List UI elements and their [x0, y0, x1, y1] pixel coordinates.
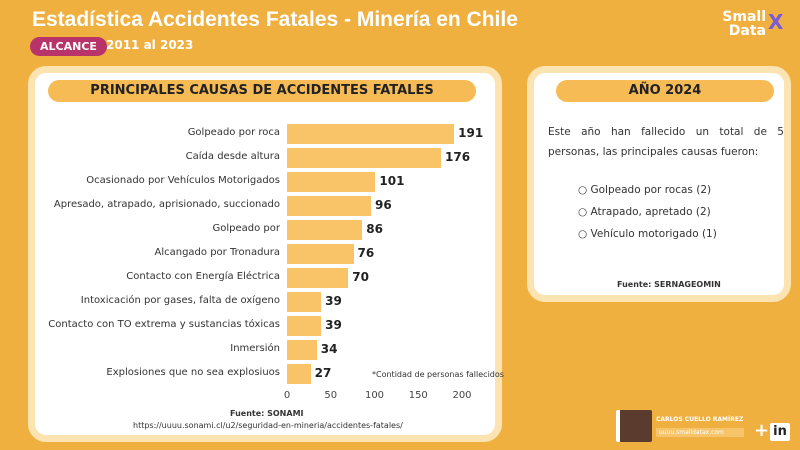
- list-item: ○ Atrapado, apretado (2): [578, 206, 711, 218]
- logo-text-2: Data: [728, 23, 766, 39]
- chart-note: *Contidad de personas fallecidos: [372, 370, 504, 379]
- data-label: 27: [314, 366, 332, 380]
- category-label: Caída desde altura: [185, 151, 280, 162]
- side-source: Fuente: SERNAGEOMIN: [617, 280, 721, 289]
- category-label: Contacto con TO extrema y sustancias tóx…: [48, 319, 280, 330]
- category-label: Alcangado por Tronadura: [154, 247, 281, 258]
- side-text: Este año han fallecido un total de 5 per…: [548, 126, 784, 158]
- data-label: 34: [320, 342, 338, 356]
- data-label: 70: [352, 270, 369, 284]
- data-label: 101: [379, 174, 405, 188]
- category-label: Ocasionado por Vehículos Motorigados: [86, 175, 280, 186]
- category-label: Golpeado por: [212, 223, 281, 234]
- bar: [287, 268, 349, 288]
- logo-text-1: Small: [722, 9, 766, 25]
- page-title: Estadística Accidentes Fatales - Minería…: [32, 8, 518, 31]
- logo-x-icon: X: [768, 10, 784, 34]
- list-item: ○ Vehículo motorigado (1): [578, 228, 717, 240]
- x-tick-label: 100: [364, 390, 385, 401]
- side-title: AÑO 2024: [556, 80, 774, 102]
- bar: [287, 316, 322, 336]
- category-label: Golpeado por roca: [187, 127, 280, 138]
- bar: [287, 292, 322, 312]
- bar: [287, 196, 371, 216]
- bar: [287, 364, 311, 384]
- side-panel: [527, 66, 791, 302]
- bar: [287, 244, 354, 264]
- author-photo: [616, 410, 652, 442]
- chart-source: Fuente: SONAMI: [230, 409, 304, 418]
- category-label: Explosiones que no sea explosiuos: [106, 367, 280, 378]
- data-label: 176: [445, 150, 471, 164]
- data-label: 96: [375, 198, 392, 212]
- bar: [287, 124, 455, 144]
- x-tick-label: 150: [408, 390, 428, 401]
- plus-icon: +: [754, 420, 770, 441]
- x-tick-label: 200: [452, 390, 472, 401]
- bar: [287, 220, 363, 240]
- data-label: 191: [458, 126, 484, 140]
- chart-title: PRINCIPALES CAUSAS DE ACCIDENTES FATALES: [48, 80, 476, 102]
- data-label: 39: [325, 294, 342, 308]
- x-tick-label: 0: [283, 390, 291, 401]
- category-label: Inmersión: [230, 343, 280, 354]
- list-item: ○ Golpeado por rocas (2): [578, 184, 712, 196]
- data-label: 76: [357, 246, 375, 260]
- date-range: 2011 al 2023: [106, 38, 194, 52]
- bar: [287, 148, 441, 168]
- author-name: CARLOS CUELLO RAMÍREZ: [656, 416, 744, 423]
- scope-badge: ALCANCE: [30, 37, 107, 56]
- chart-source-url[interactable]: https://uuuu.sonami.cl/u2/seguridad-en-m…: [133, 421, 403, 430]
- bar: [287, 340, 317, 360]
- bar: [287, 172, 376, 192]
- data-label: 39: [325, 318, 342, 332]
- linkedin-icon[interactable]: in: [770, 423, 790, 441]
- category-label: Contacto con Energía Eléctrica: [126, 271, 280, 282]
- data-label: 86: [366, 222, 383, 236]
- category-label: Apresado, atrapado, aprisionado, succion…: [53, 199, 280, 210]
- author-site[interactable]: uuuu.smalldatax.com: [656, 428, 744, 437]
- x-tick-label: 50: [324, 390, 338, 401]
- category-label: Intoxicación por gases, falta de oxígeno: [80, 295, 280, 306]
